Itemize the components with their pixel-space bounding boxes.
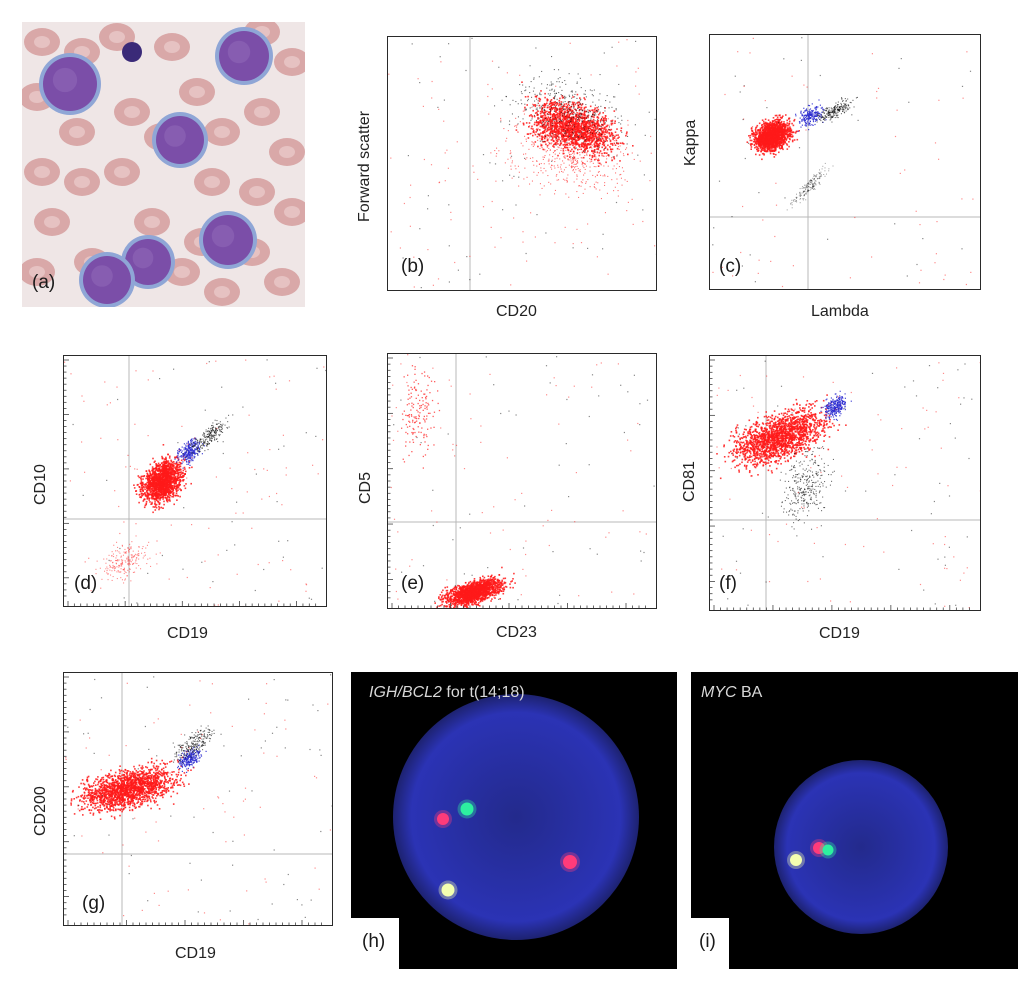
lymphoma-cell: [39, 53, 101, 115]
lymphoma-cell: [152, 112, 208, 168]
red-blood-cell: [104, 158, 140, 186]
red-blood-cell: [64, 168, 100, 196]
scatter-e: [388, 354, 656, 608]
scatter-b: [388, 37, 656, 290]
fish-signal-dot: [813, 842, 825, 854]
xlabel-c: Lambda: [811, 303, 869, 320]
scatter-f: [710, 356, 980, 610]
panel-letter-c: (c): [719, 256, 742, 277]
red-blood-cell: [264, 268, 300, 296]
red-blood-cell: [154, 33, 190, 61]
panel-letter-b: (b): [401, 256, 425, 277]
fish-caption-rest-h: for t(14;18): [441, 684, 525, 701]
xlabel-d: CD19: [167, 625, 208, 642]
panel-letter-f: (f): [719, 573, 737, 594]
red-blood-cell: [274, 198, 305, 226]
flow-plot-c: [709, 34, 981, 290]
panel-letter-d: (d): [74, 573, 98, 594]
axis-ticks: [388, 357, 646, 608]
red-blood-cell: [114, 98, 150, 126]
red-blood-cell: [24, 158, 60, 186]
blood-smear-drawing: [22, 22, 305, 307]
axis-ticks: [64, 676, 322, 925]
red-blood-cell: [269, 138, 305, 166]
fish-drawing-h: [393, 694, 639, 940]
red-blood-cell: [204, 118, 240, 146]
red-blood-cell: [244, 98, 280, 126]
event-dots: [390, 354, 655, 608]
panel-letter-g: (g): [82, 893, 106, 914]
ylabel-d: CD10: [32, 464, 49, 505]
fish-signal-dot: [563, 855, 577, 869]
flow-plot-d: [63, 355, 327, 607]
label-box-h: [351, 918, 399, 969]
red-blood-cell: [274, 48, 305, 76]
lymphoma-cell: [79, 252, 135, 307]
red-blood-cell: [179, 78, 215, 106]
lymphoma-cell: [215, 27, 273, 85]
ylabel-e: CD5: [357, 471, 374, 504]
fish-probe-i: MYC: [701, 684, 737, 701]
panel-letter-i: (i): [699, 931, 716, 952]
scatter-d: [64, 356, 326, 606]
red-blood-cell: [24, 28, 60, 56]
red-blood-cell: [59, 118, 95, 146]
fish-image-h: IGH/BCL2 for t(14;18): [351, 672, 677, 969]
fish-signal-dot: [460, 802, 474, 816]
xlabel-e: CD23: [496, 624, 537, 641]
red-blood-cell: [134, 208, 170, 236]
ylabel-c: Kappa: [682, 119, 699, 166]
red-blood-cell: [204, 278, 240, 306]
ylabel-b: Forward scatter: [356, 110, 373, 222]
flow-plot-f: [709, 355, 981, 611]
axis-ticks: [64, 359, 317, 606]
fish-image-i: MYC BA: [691, 672, 1018, 969]
red-blood-cell: [194, 168, 230, 196]
flow-plot-e: [387, 353, 657, 609]
fish-probe-h: IGH/BCL2: [369, 684, 442, 701]
xlabel-g: CD19: [175, 945, 216, 962]
flow-plot-g: [63, 672, 333, 926]
red-blood-cell: [22, 258, 55, 286]
axis-ticks: [710, 359, 970, 610]
nucleus-shape: [774, 760, 948, 934]
panel-letter-e: (e): [401, 573, 425, 594]
fish-signal-dot: [822, 844, 834, 856]
flow-plot-b: [387, 36, 657, 291]
ylabel-g: CD200: [32, 786, 49, 836]
fish-caption-rest-i: BA: [736, 684, 763, 701]
label-box-i: [691, 918, 729, 969]
fish-caption-i: MYC BA: [701, 684, 762, 702]
panel-letter-a: (a): [32, 272, 56, 293]
event-dots: [388, 37, 656, 289]
panel-letter-h: (h): [362, 931, 386, 952]
fish-signal-dot: [790, 854, 802, 866]
xlabel-b: CD20: [496, 303, 537, 320]
scatter-c: [710, 35, 980, 289]
lymphoma-cell: [199, 211, 257, 269]
small-lymphocyte: [122, 42, 142, 62]
blood-smear-image: [22, 22, 305, 307]
nucleus-shape: [393, 694, 639, 940]
xlabel-f: CD19: [819, 625, 860, 642]
fish-drawing-i: [774, 760, 948, 934]
scatter-g: [64, 673, 332, 925]
ylabel-f: CD81: [681, 461, 698, 502]
event-dots: [712, 37, 974, 288]
event-dots: [64, 359, 326, 606]
fish-caption-h: IGH/BCL2 for t(14;18): [369, 684, 525, 702]
event-dots: [65, 674, 332, 925]
fish-signal-dot: [441, 883, 455, 897]
red-blood-cell: [239, 178, 275, 206]
event-dots: [716, 360, 980, 609]
red-blood-cell: [34, 208, 70, 236]
fish-signal-dot: [437, 813, 449, 825]
